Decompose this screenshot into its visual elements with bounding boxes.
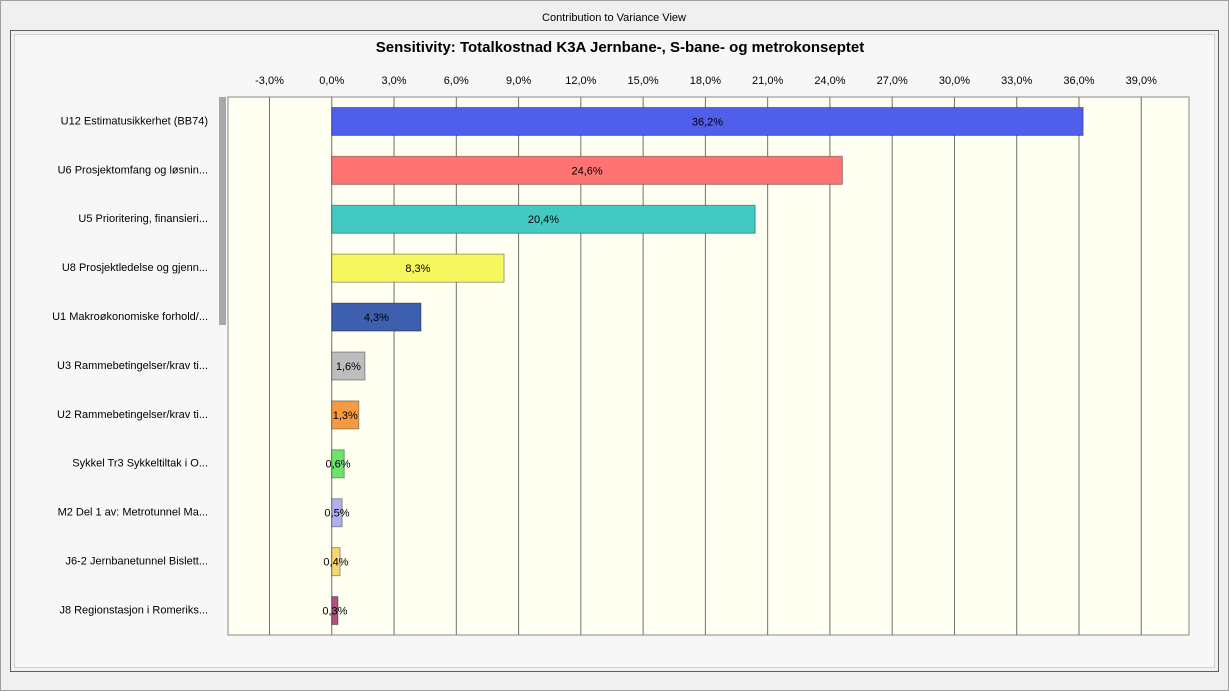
plot-area: [227, 96, 1190, 636]
value-label: 36,2%: [692, 116, 723, 128]
value-label: 8,3%: [405, 263, 430, 275]
y-tick-label: J8 Regionstasjon i Romeriks...: [59, 604, 208, 616]
window-title: Contribution to Variance View: [542, 12, 686, 24]
y-tick-label: J6-2 Jernbanetunnel Bislett...: [66, 556, 208, 568]
bar: [331, 596, 339, 626]
bar: [331, 547, 341, 577]
bar: [331, 449, 345, 479]
x-tick-label: 39,0%: [1126, 75, 1157, 87]
value-label: 0,3%: [322, 605, 347, 617]
y-tick-label: U8 Prosjektledelse og gjenn...: [62, 262, 208, 274]
bar: [331, 351, 366, 381]
y-tick-label: U12 Estimatusikkerhet (BB74): [61, 115, 208, 127]
y-tick-label: Sykkel Tr3 Sykkeltiltak i O...: [72, 458, 208, 470]
y-tick-label: U2 Rammebetingelser/krav ti...: [57, 409, 208, 421]
x-tick-label: 21,0%: [752, 75, 783, 87]
value-label: 0,6%: [325, 459, 350, 471]
bar: [331, 400, 360, 430]
value-label: 0,4%: [323, 557, 348, 569]
y-tick-label: U3 Rammebetingelser/krav ti...: [57, 360, 208, 372]
x-tick-label: 33,0%: [1001, 75, 1032, 87]
value-label: 20,4%: [528, 214, 559, 226]
x-tick-label: 24,0%: [814, 75, 845, 87]
scrollbar: [219, 97, 226, 325]
x-tick-label: -3,0%: [255, 75, 284, 87]
y-tick-label: U1 Makroøkonomiske forhold/...: [52, 311, 208, 323]
x-tick-label: 27,0%: [877, 75, 908, 87]
x-tick-label: 6,0%: [444, 75, 469, 87]
value-label: 4,3%: [364, 312, 389, 324]
value-label: 1,3%: [333, 410, 358, 422]
bar: [331, 106, 1084, 136]
y-tick-label: U6 Prosjektomfang og løsnin...: [58, 164, 208, 176]
value-label: 24,6%: [571, 165, 602, 177]
x-tick-label: 18,0%: [690, 75, 721, 87]
x-tick-label: 36,0%: [1063, 75, 1094, 87]
value-label: 1,6%: [336, 361, 361, 373]
x-tick-label: 0,0%: [319, 75, 344, 87]
bar: [331, 204, 756, 234]
x-tick-label: 3,0%: [382, 75, 407, 87]
y-tick-label: M2 Del 1 av: Metrotunnel Ma...: [58, 507, 208, 519]
x-tick-label: 15,0%: [628, 75, 659, 87]
chart-title: Sensitivity: Totalkostnad K3A Jernbane-,…: [376, 39, 864, 56]
bar: [331, 155, 843, 185]
y-tick-label: U5 Prioritering, finansieri...: [78, 213, 208, 225]
x-tick-label: 9,0%: [506, 75, 531, 87]
bar: [331, 302, 422, 332]
bar: [331, 498, 343, 528]
x-tick-label: 30,0%: [939, 75, 970, 87]
x-tick-label: 12,0%: [565, 75, 596, 87]
bar: [331, 253, 505, 283]
value-label: 0,5%: [324, 508, 349, 520]
